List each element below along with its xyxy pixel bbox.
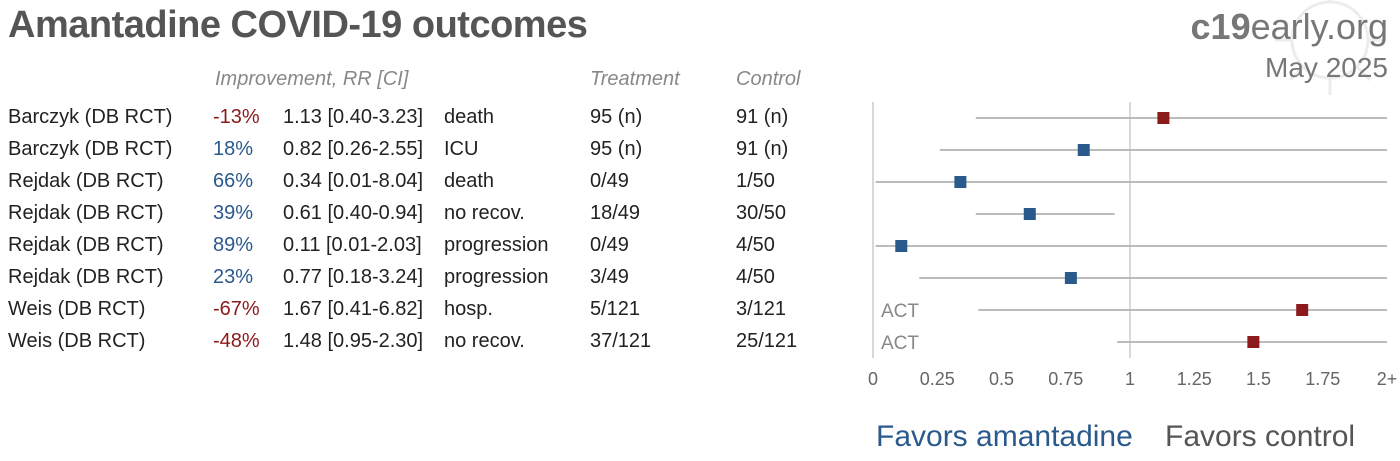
study-name: Rejdak (DB RCT) — [8, 266, 164, 288]
outcome-label: death — [444, 170, 495, 192]
improvement-value: 89% — [213, 234, 254, 256]
improvement-value: -48% — [213, 330, 260, 352]
favors-treatment-label: Favors amantadine — [876, 420, 1133, 453]
treatment-value: 3/49 — [590, 266, 629, 288]
study-name: Weis (DB RCT) — [8, 298, 146, 320]
control-value: 4/50 — [736, 234, 775, 256]
column-header-control: Control — [736, 68, 801, 90]
column-header-improvement: Improvement, RR [CI] — [215, 68, 409, 90]
table-row: Weis (DB RCT) -67% 1.67 [0.41-6.82] hosp. 5/… — [0, 298, 860, 330]
rr-ci-value: 0.11 [0.01-2.03] — [283, 234, 422, 256]
x-tick-label: 2+ — [1377, 369, 1398, 389]
outcome-label: death — [444, 106, 495, 128]
study-name: Weis (DB RCT) — [8, 330, 146, 352]
improvement-value: 39% — [213, 202, 254, 224]
outcome-label: progression — [444, 266, 549, 288]
column-header-treatment: Treatment — [590, 68, 680, 90]
x-tick-label: 1.75 — [1305, 369, 1340, 389]
x-tick-label: 0 — [868, 369, 878, 389]
treatment-value: 95 (n) — [590, 106, 643, 128]
treatment-value: 18/49 — [590, 202, 641, 224]
rr-point — [1157, 112, 1170, 124]
rr-ci-value: 0.82 [0.26-2.55] — [283, 138, 424, 160]
improvement-value: -13% — [213, 106, 260, 128]
outcome-label: ICU — [444, 138, 479, 160]
control-value: 25/121 — [736, 330, 798, 352]
treatment-value: 5/121 — [590, 298, 641, 320]
improvement-value: 23% — [213, 266, 254, 288]
x-tick-label: 0.5 — [989, 369, 1014, 389]
rr-point — [1077, 144, 1090, 156]
rr-ci-value: 1.67 [0.41-6.82] — [283, 298, 424, 320]
brand-bold: c19 — [1190, 6, 1251, 47]
table-row: Rejdak (DB RCT) 23% 0.77 [0.18-3.24] progre… — [0, 266, 860, 298]
x-tick-label: 1.25 — [1177, 369, 1212, 389]
row-tag: ACT — [881, 301, 919, 322]
rr-point — [1023, 208, 1036, 220]
table-row: Barczyk (DB RCT) 18% 0.82 [0.26-2.55] ICU 95… — [0, 138, 860, 170]
control-value: 1/50 — [736, 170, 775, 192]
control-value: 30/50 — [736, 202, 787, 224]
rr-ci-value: 1.13 [0.40-3.23] — [283, 106, 424, 128]
virus-watermark-icon — [1275, 0, 1385, 95]
rr-ci-value: 1.48 [0.95-2.30] — [283, 330, 424, 352]
rr-point — [895, 240, 908, 252]
outcome-label: no recov. — [444, 202, 525, 224]
table-row: Barczyk (DB RCT) -13% 1.13 [0.40-3.23] deat… — [0, 106, 860, 138]
table-row: Rejdak (DB RCT) 89% 0.11 [0.01-2.03] progre… — [0, 234, 860, 266]
x-tick-label: 0.25 — [920, 369, 955, 389]
rr-ci-value: 0.34 [0.01-8.04] — [283, 170, 424, 192]
improvement-value: 18% — [213, 138, 254, 160]
study-name: Barczyk (DB RCT) — [8, 106, 173, 128]
treatment-value: 95 (n) — [590, 138, 643, 160]
rr-point — [1247, 336, 1260, 348]
outcome-label: progression — [444, 234, 549, 256]
brand-rest: early.org — [1250, 6, 1388, 47]
rr-ci-value: 0.77 [0.18-3.24] — [283, 266, 424, 288]
rr-point — [1296, 304, 1309, 316]
control-value: 91 (n) — [736, 106, 789, 128]
treatment-value: 0/49 — [590, 170, 629, 192]
improvement-value: 66% — [213, 170, 254, 192]
study-name: Rejdak (DB RCT) — [8, 202, 164, 224]
table-row: Weis (DB RCT) -48% 1.48 [0.95-2.30] no reco… — [0, 330, 860, 362]
x-tick-label: 1.5 — [1246, 369, 1271, 389]
rr-ci-value: 0.61 [0.40-0.94] — [283, 202, 424, 224]
outcome-label: hosp. — [444, 298, 493, 320]
control-value: 4/50 — [736, 266, 775, 288]
table-row: Rejdak (DB RCT) 66% 0.34 [0.01-8.04] death 0… — [0, 170, 860, 202]
treatment-value: 0/49 — [590, 234, 629, 256]
x-tick-label: 1 — [1125, 369, 1135, 389]
control-value: 91 (n) — [736, 138, 789, 160]
favors-control-label: Favors control — [1165, 420, 1356, 453]
page-title: Amantadine COVID-19 outcomes — [8, 4, 588, 46]
study-name: Rejdak (DB RCT) — [8, 234, 164, 256]
x-tick-label: 0.75 — [1048, 369, 1083, 389]
table-row: Rejdak (DB RCT) 39% 0.61 [0.40-0.94] no rec… — [0, 202, 860, 234]
treatment-value: 37/121 — [590, 330, 652, 352]
study-name: Barczyk (DB RCT) — [8, 138, 173, 160]
study-name: Rejdak (DB RCT) — [8, 170, 164, 192]
rr-point — [1064, 272, 1077, 284]
outcome-label: no recov. — [444, 330, 525, 352]
row-tag: ACT — [881, 333, 919, 354]
rr-point — [954, 176, 967, 188]
control-value: 3/121 — [736, 298, 787, 320]
improvement-value: -67% — [213, 298, 260, 320]
brand-logo: c19early.org — [1191, 6, 1388, 48]
report-date: May 2025 — [1265, 52, 1388, 83]
